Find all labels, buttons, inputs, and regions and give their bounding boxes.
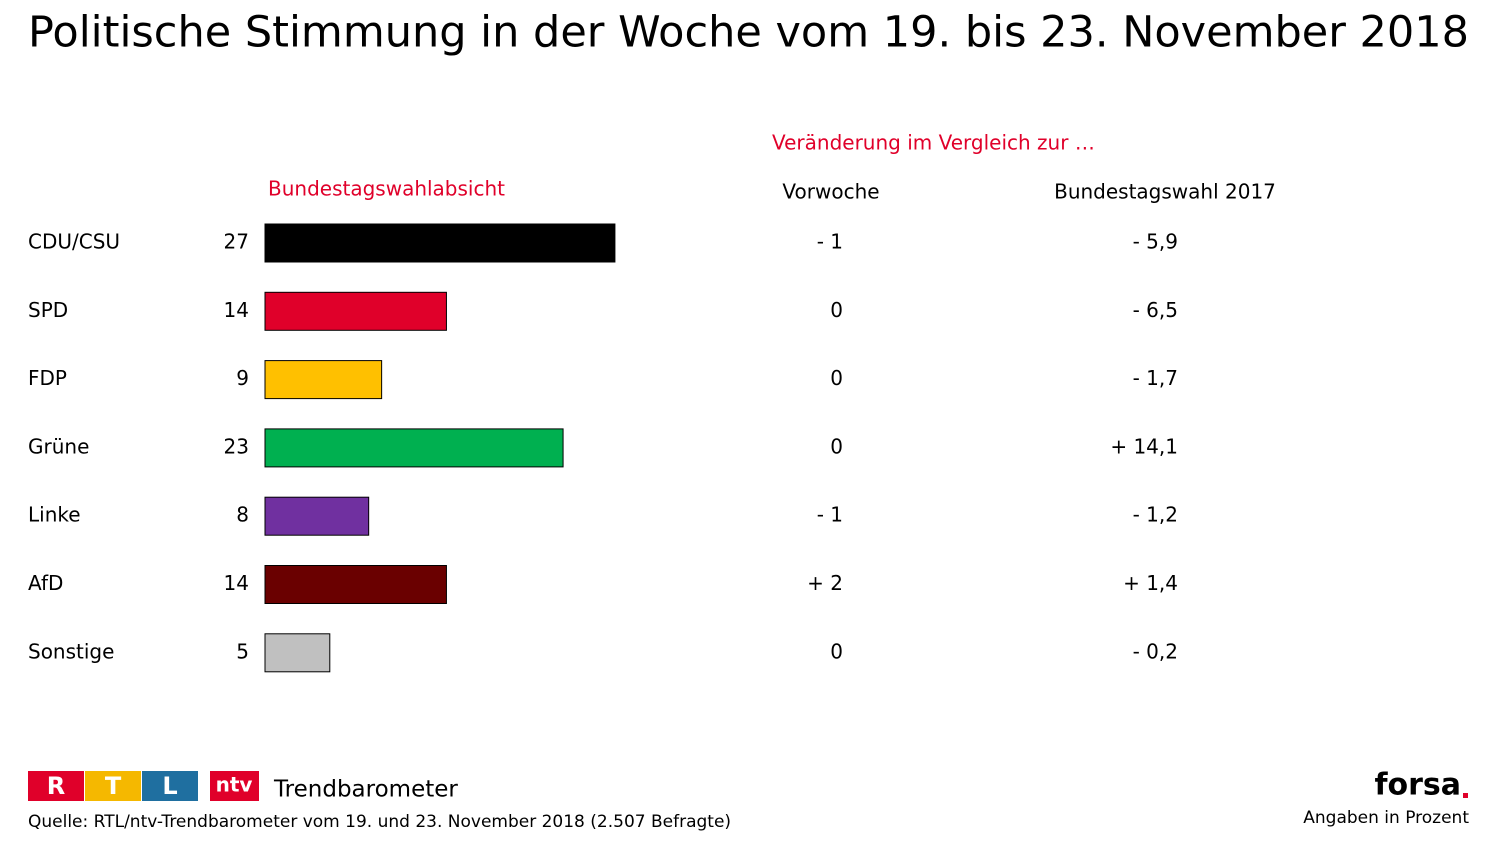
change-label: + 2 (807, 571, 843, 595)
change-label: - 5,9 (1133, 230, 1178, 254)
comparison-heading: Veränderung im Vergleich zur … (772, 131, 1095, 155)
source: Quelle: RTL/ntv-Trendbarometer vom 19. u… (28, 812, 731, 832)
category-label: SPD (28, 298, 68, 322)
bar (264, 291, 447, 331)
value-label: 9 (236, 366, 249, 390)
value-heading: Bundestagswahlabsicht (268, 177, 505, 201)
ntv-logo: ntv (216, 773, 253, 797)
change-label: - 1,7 (1133, 366, 1178, 390)
change-label: 0 (830, 298, 843, 322)
change-label: - 1 (817, 230, 843, 254)
bar (264, 496, 370, 536)
category-label: Grüne (28, 434, 89, 458)
change-label: - 0,2 (1133, 639, 1178, 663)
change-label: 0 (830, 639, 843, 663)
brand: Trendbarometer (273, 777, 458, 803)
change-label: - 6,5 (1133, 298, 1178, 322)
value-label: 14 (224, 571, 249, 595)
chart-title: Politische Stimmung in der Woche vom 19.… (28, 8, 1469, 58)
category-label: AfD (28, 571, 63, 595)
bar (264, 360, 383, 400)
logo-letter: T (105, 772, 122, 800)
change-label: - 1,2 (1133, 503, 1178, 527)
category-label: CDU/CSU (28, 230, 120, 254)
logo-box (28, 771, 84, 801)
logo-letter: R (47, 772, 65, 800)
bar (264, 565, 447, 604)
category-label: FDP (28, 366, 67, 390)
column-heading: Vorwoche (782, 180, 879, 204)
bar (264, 633, 331, 673)
change-label: + 1,4 (1123, 571, 1178, 595)
bar (264, 223, 616, 263)
logo-box (85, 771, 141, 801)
change-label: - 1 (817, 503, 843, 527)
value-label: 23 (224, 434, 249, 458)
logo-box (210, 771, 259, 801)
logo-letter: L (162, 772, 177, 800)
value-label: 14 (224, 298, 249, 322)
forsa-dot (1463, 793, 1468, 798)
column-heading: Bundestagswahl 2017 (1054, 180, 1276, 204)
value-label: 27 (224, 230, 249, 254)
value-label: 5 (236, 639, 249, 663)
bar (264, 428, 564, 468)
forsa-logo: forsa (1374, 768, 1461, 803)
logo-box (142, 771, 198, 801)
change-label: 0 (830, 434, 843, 458)
category-label: Linke (28, 503, 81, 527)
note: Angaben in Prozent (1303, 808, 1469, 828)
value-label: 8 (236, 503, 249, 527)
category-label: Sonstige (28, 639, 114, 663)
change-label: 0 (830, 366, 843, 390)
change-label: + 14,1 (1110, 434, 1178, 458)
